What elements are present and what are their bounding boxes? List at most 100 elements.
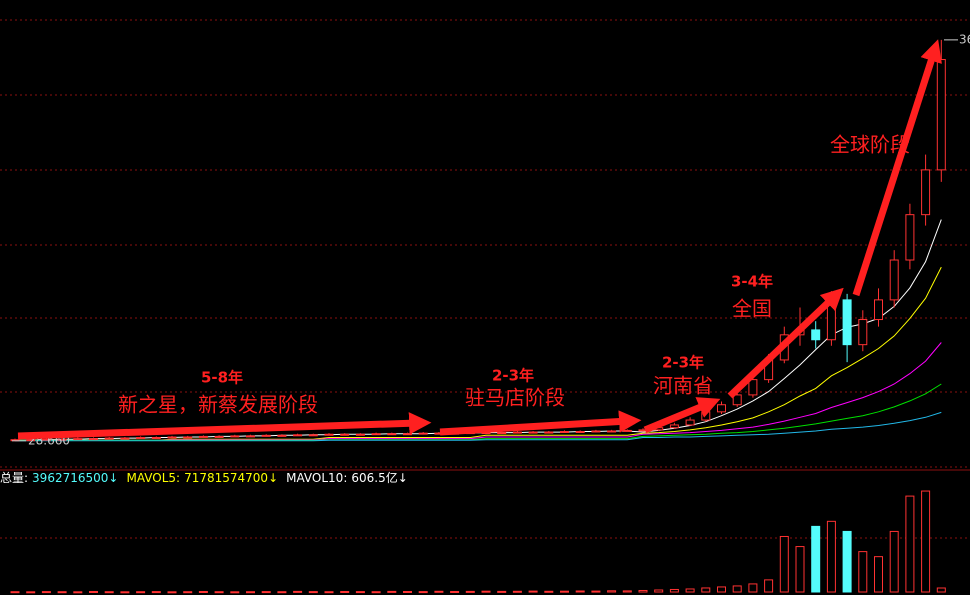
- candle-body: [120, 437, 130, 440]
- candle-body: [230, 435, 240, 438]
- candle-body: [685, 419, 695, 426]
- volume-bar: [261, 591, 271, 594]
- volume-bar: [764, 579, 774, 593]
- candle-body: [308, 434, 318, 437]
- candle-body: [246, 435, 255, 438]
- volume-bar: [717, 586, 726, 593]
- annotation: 3-4年: [731, 273, 773, 291]
- annotation: 2-3年: [662, 354, 704, 372]
- legend-arrow: ↓: [108, 471, 118, 485]
- volume-bar: [607, 590, 617, 593]
- candle-body: [874, 299, 883, 321]
- candle-body: [167, 436, 177, 439]
- volume-legend-text: 总量: 3962716500↓ MAVOL5: 71781574700↓ MAVOL10…: [0, 470, 408, 485]
- legend-arrow: ↓: [398, 471, 408, 485]
- volume-bar: [795, 546, 805, 593]
- volume-bar: [246, 591, 255, 594]
- volume-bar: [136, 591, 146, 594]
- volume-bar: [921, 490, 931, 593]
- volume-bar: [575, 590, 585, 593]
- volume-bar: [748, 583, 758, 593]
- candle-body: [136, 437, 146, 440]
- candle-body: [387, 433, 397, 436]
- candle-body: [355, 433, 365, 436]
- annotation: 5-8年: [201, 369, 243, 387]
- candle-body: [701, 411, 711, 421]
- candle-body: [732, 394, 742, 406]
- volume-bar: [560, 590, 569, 593]
- candle-body: [528, 431, 538, 434]
- candle-body: [104, 437, 114, 440]
- volume-bar: [874, 556, 883, 593]
- volume-bar: [57, 591, 67, 594]
- volume-bar: [355, 591, 365, 594]
- volume-bar: [387, 590, 397, 593]
- volume-bar: [450, 590, 460, 593]
- volume-bar: [434, 590, 444, 593]
- volume-bar: [308, 591, 318, 594]
- candle-body: [717, 404, 726, 413]
- arrows: [17, 39, 942, 440]
- candle-body: [89, 438, 98, 441]
- candle-body: [921, 169, 931, 216]
- volume-bar: [41, 591, 51, 594]
- candle-body: [811, 329, 821, 341]
- volume-bar: [779, 535, 789, 593]
- legend-name: MAVOL5:: [126, 471, 180, 485]
- volume-bar: [465, 590, 475, 593]
- annotation: 河南省: [653, 374, 713, 398]
- legend-value: 3962716500: [32, 471, 108, 485]
- volume-bar: [26, 591, 36, 594]
- candle-body: [591, 430, 601, 433]
- legend-name: 总量:: [0, 471, 28, 485]
- volume-bar: [324, 591, 334, 594]
- volume-bar: [669, 588, 679, 593]
- volume-bar: [701, 587, 711, 593]
- candle-body: [889, 259, 899, 301]
- volume-bar: [591, 590, 601, 593]
- annotation: 全国: [732, 297, 772, 321]
- legend-name: MAVOL10:: [286, 471, 347, 485]
- volume-bar: [89, 590, 98, 593]
- volume-bar: [842, 530, 852, 593]
- volume-bar: [685, 588, 695, 593]
- candle-body: [622, 429, 632, 432]
- ma-line: [15, 411, 942, 442]
- volume-bar: [371, 591, 381, 594]
- volume-bar: [340, 590, 350, 593]
- candle-body: [198, 435, 208, 438]
- legend-value: 71781574700: [184, 471, 268, 485]
- volume-legend: 总量: 3962716500↓ MAVOL5: 71781574700↓ MAVOL10…: [0, 470, 408, 485]
- volume-bar: [858, 551, 868, 593]
- volume-bar: [214, 591, 224, 594]
- volume-bar: [73, 591, 83, 594]
- candle-body: [560, 431, 569, 434]
- candle-body: [607, 430, 617, 433]
- volume-bar: [905, 495, 915, 593]
- grid: [0, 19, 970, 539]
- candle-body: [277, 434, 287, 437]
- volume-bar: [512, 590, 522, 593]
- volume-bar: [10, 591, 20, 594]
- plot: 28.66036: [10, 32, 970, 594]
- candle-body: [575, 431, 585, 434]
- candle-body: [73, 438, 83, 441]
- volume-bar: [167, 591, 177, 594]
- volume-bar: [277, 591, 287, 594]
- annotation: 2-3年: [492, 367, 534, 385]
- candle-body: [57, 438, 67, 441]
- candle-body: [293, 434, 303, 437]
- volume-bar: [418, 591, 428, 594]
- candle-body: [151, 437, 161, 440]
- volume-bar: [936, 587, 946, 593]
- volume-bar: [104, 591, 114, 594]
- candle-body: [544, 431, 554, 434]
- volume-bar: [889, 530, 899, 593]
- candle-body: [403, 433, 412, 436]
- candle-body: [842, 299, 852, 346]
- volume-bar: [622, 590, 632, 593]
- volume-bar: [151, 591, 161, 594]
- candle-body: [26, 439, 36, 442]
